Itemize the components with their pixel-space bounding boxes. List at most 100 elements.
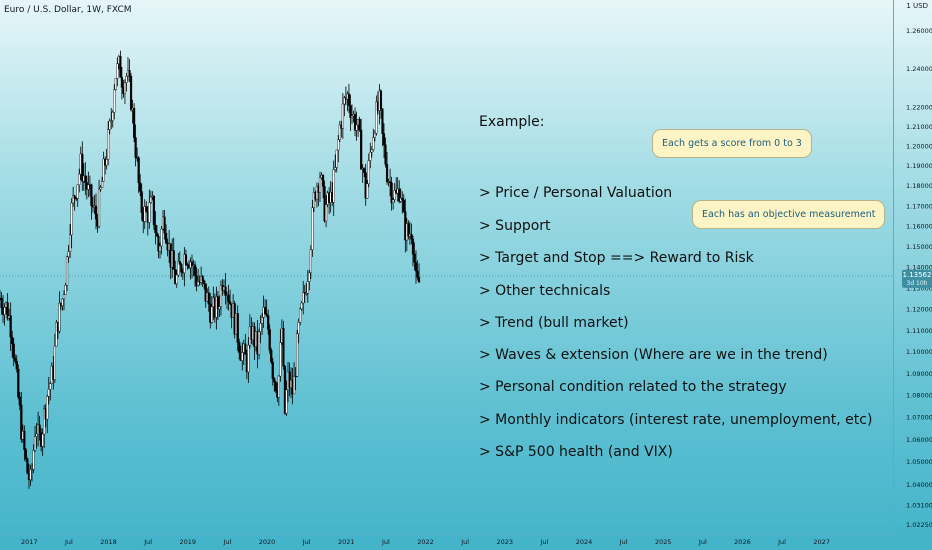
candle-body (271, 361, 274, 379)
x-tick-label: 2023 (496, 538, 513, 546)
candle-body (24, 449, 28, 460)
candle (288, 362, 291, 397)
candle-body (172, 250, 175, 270)
candle (114, 78, 117, 91)
candle-body (349, 105, 352, 119)
candle-body (49, 383, 52, 390)
x-tick-label: Jul (777, 538, 786, 546)
candle-body (299, 308, 302, 323)
y-tick-label: 1.13000 (906, 285, 932, 293)
candle (9, 302, 12, 351)
candle-body (264, 307, 267, 315)
candle-body (353, 114, 357, 131)
candle-body (180, 264, 183, 273)
candle-body (337, 139, 340, 151)
candle (343, 95, 346, 117)
callout-measure[interactable]: Each has an objective measurement (692, 200, 886, 229)
candle (152, 195, 156, 230)
candle (277, 374, 280, 406)
candle (296, 330, 299, 378)
candle-body (414, 262, 418, 272)
candle-body (324, 204, 328, 222)
candle-body (279, 342, 282, 377)
candle (195, 267, 198, 292)
candle-body (70, 202, 73, 236)
candle-body (134, 137, 137, 158)
candle-body (53, 345, 56, 380)
candle-body (297, 322, 300, 335)
candle (184, 249, 188, 266)
candle (99, 185, 102, 192)
candle (134, 124, 137, 167)
candle-body (68, 234, 72, 252)
candle-body (373, 132, 376, 138)
candle (72, 186, 75, 207)
y-tick-label: 1.14000 (906, 264, 932, 272)
candle (324, 195, 328, 228)
candle (55, 319, 58, 347)
candle (90, 183, 93, 220)
candle (312, 187, 316, 212)
candle (224, 273, 227, 305)
candle-body (257, 331, 261, 355)
candle-body (99, 187, 102, 190)
candle-body (228, 301, 232, 304)
candle-body (384, 144, 387, 165)
candle (270, 347, 273, 365)
x-tick-label: 2024 (576, 538, 593, 546)
candle (180, 262, 183, 277)
candle (204, 283, 207, 308)
candle-body (184, 254, 188, 265)
candle-body (270, 349, 273, 363)
x-tick-label: 2025 (655, 538, 672, 546)
candle (285, 380, 288, 416)
candle (334, 154, 337, 173)
candle (247, 336, 250, 383)
candle (61, 298, 64, 311)
candle (29, 464, 32, 486)
candle (410, 223, 413, 245)
candle (227, 284, 230, 311)
candle-body (247, 344, 250, 373)
y-tick-label: 1.11000 (906, 327, 932, 335)
candle (259, 315, 262, 344)
notes-heading: Example: (479, 114, 545, 130)
candle-body (296, 333, 299, 377)
candle-body (244, 343, 247, 355)
candle-body (47, 389, 50, 397)
candle-body (90, 184, 93, 207)
candle-body (417, 277, 421, 283)
candle-body (379, 90, 383, 110)
candle (382, 123, 386, 158)
candle (413, 242, 416, 271)
candle (193, 261, 197, 287)
candle (15, 354, 18, 373)
candle (216, 291, 220, 321)
candle-body (363, 168, 366, 173)
x-tick-label: 2018 (100, 538, 117, 546)
candle (370, 146, 373, 158)
candle (84, 162, 87, 196)
candle-body (87, 184, 90, 190)
candle (163, 210, 166, 240)
candle-body (227, 294, 230, 302)
symbol-title[interactable]: Euro / U.S. Dollar, 1W, FXCM (4, 5, 132, 15)
candle (323, 180, 326, 223)
candle (107, 121, 110, 166)
note-item-2: > Support (479, 218, 551, 234)
y-tick-label: 1.21000 (906, 123, 932, 131)
candle-body (338, 124, 341, 141)
candle-body (73, 195, 76, 199)
candle (372, 128, 375, 152)
candle-body (132, 107, 136, 138)
candle-body (113, 89, 116, 113)
callout-score[interactable]: Each gets a score from 0 to 3 (652, 129, 812, 158)
x-tick-label: Jul (143, 538, 152, 546)
candle-body (367, 160, 370, 185)
candle (18, 391, 21, 411)
x-tick-label: 2019 (180, 538, 197, 546)
x-tick-label: Jul (460, 538, 469, 546)
candle (33, 425, 37, 453)
x-tick-label: 2020 (259, 538, 276, 546)
